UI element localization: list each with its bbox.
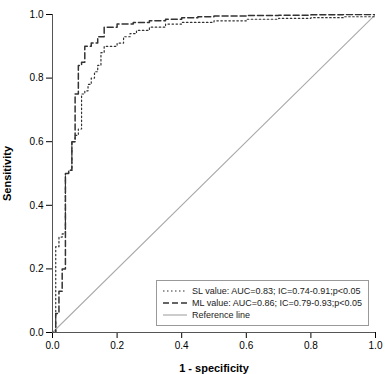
svg-text:0.4: 0.4 — [175, 340, 189, 351]
svg-text:0.0: 0.0 — [30, 327, 44, 338]
html-text:ML value: AUC=0.86; IC=0.79-0.: ML value: AUC=0.86; IC=0.79-0.93;p<0.05 — [192, 298, 362, 308]
svg-text:0.8: 0.8 — [30, 72, 44, 83]
html-text:Reference line: Reference line — [192, 310, 250, 320]
svg-text:0.2: 0.2 — [110, 340, 124, 351]
svg-text:1.0: 1.0 — [369, 340, 383, 351]
svg-text:0.6: 0.6 — [30, 136, 44, 147]
svg-text:1 - specificity: 1 - specificity — [179, 362, 250, 374]
svg-text:0.0: 0.0 — [46, 340, 60, 351]
html-text:SL value: AUC=0.83; IC=0.74-0.: SL value: AUC=0.83; IC=0.74-0.91;p<0.05 — [192, 286, 361, 296]
svg-text:Sensitivity: Sensitivity — [1, 145, 13, 201]
svg-text:0.2: 0.2 — [30, 263, 44, 274]
svg-text:1.0: 1.0 — [30, 9, 44, 20]
svg-text:0.6: 0.6 — [239, 340, 253, 351]
svg-text:0.8: 0.8 — [304, 340, 318, 351]
svg-text:0.4: 0.4 — [30, 200, 44, 211]
